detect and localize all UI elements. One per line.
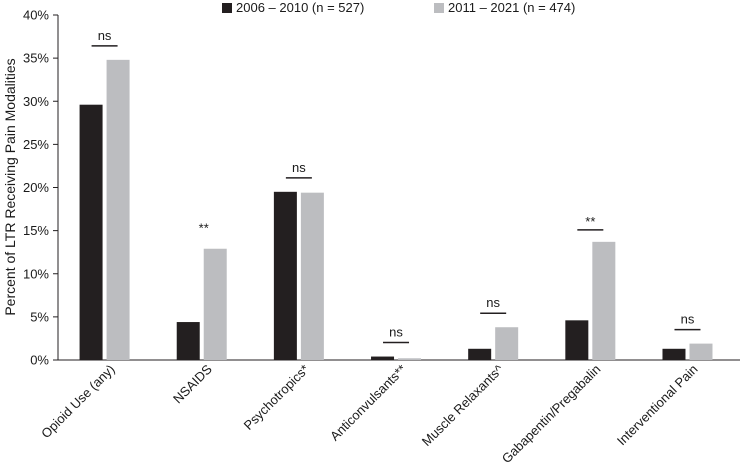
significance-annotations: ns ** ns ns ns ** ns: [91, 28, 701, 344]
significance-label: **: [585, 214, 595, 229]
significance-label: ns: [486, 295, 500, 310]
legend-label-series-2: 2011 – 2021 (n = 474): [448, 0, 575, 15]
y-tick-label: 35%: [23, 51, 49, 66]
significance-label: ns: [389, 325, 403, 340]
bars: [79, 59, 713, 360]
category-labels: Opioid Use (any) NSAIDS Psychotropics* Anti…: [38, 361, 700, 462]
y-axis: 0% 5% 10% 15% 20% 25% 30% 35% 40%: [23, 8, 740, 368]
category-label: Muscle Relaxants^: [419, 361, 507, 449]
legend-swatch-series-2: [434, 3, 444, 13]
significance-label: **: [199, 221, 209, 236]
category-label: Interventional Pain: [614, 362, 701, 449]
legend-swatch-series-1: [222, 3, 232, 13]
bar-series-1: [273, 191, 297, 360]
y-tick-label: 15%: [23, 223, 49, 238]
y-tick-label: 10%: [23, 266, 49, 281]
bar-series-2: [398, 358, 422, 360]
bar-series-1: [176, 322, 200, 360]
bar-series-2: [689, 343, 713, 360]
y-tick-label: 20%: [23, 180, 49, 195]
legend: 2006 – 2010 (n = 527) 2011 – 2021 (n = 4…: [222, 0, 575, 15]
bar-series-1: [371, 356, 395, 360]
category-label: Gabapentin/Pregabalin: [499, 362, 604, 462]
bar-series-1: [79, 104, 103, 360]
bar-series-2: [203, 248, 227, 360]
significance-label: ns: [681, 312, 695, 327]
y-tick-label: 0%: [30, 353, 49, 368]
bar-series-1: [468, 348, 492, 360]
significance-label: ns: [98, 28, 112, 43]
category-label: NSAIDS: [170, 361, 215, 406]
bar-series-2: [300, 192, 324, 360]
legend-label-series-1: 2006 – 2010 (n = 527): [236, 0, 364, 15]
bar-series-2: [495, 327, 519, 360]
bar-series-1: [565, 320, 589, 360]
y-axis-title: Percent of LTR Receiving Pain Modalities: [2, 58, 18, 315]
y-tick-label: 5%: [30, 309, 49, 324]
significance-label: ns: [292, 160, 306, 175]
category-label: Psychotropics*: [241, 362, 312, 433]
y-tick-label: 30%: [23, 94, 49, 109]
y-tick-label: 40%: [23, 8, 49, 23]
bar-series-2: [106, 59, 130, 360]
bar-series-2: [592, 241, 616, 360]
y-tick-label: 25%: [23, 137, 49, 152]
category-label: Opioid Use (any): [38, 362, 118, 442]
bar-series-1: [662, 348, 686, 360]
category-label: Anticonvulsants**: [327, 362, 409, 444]
